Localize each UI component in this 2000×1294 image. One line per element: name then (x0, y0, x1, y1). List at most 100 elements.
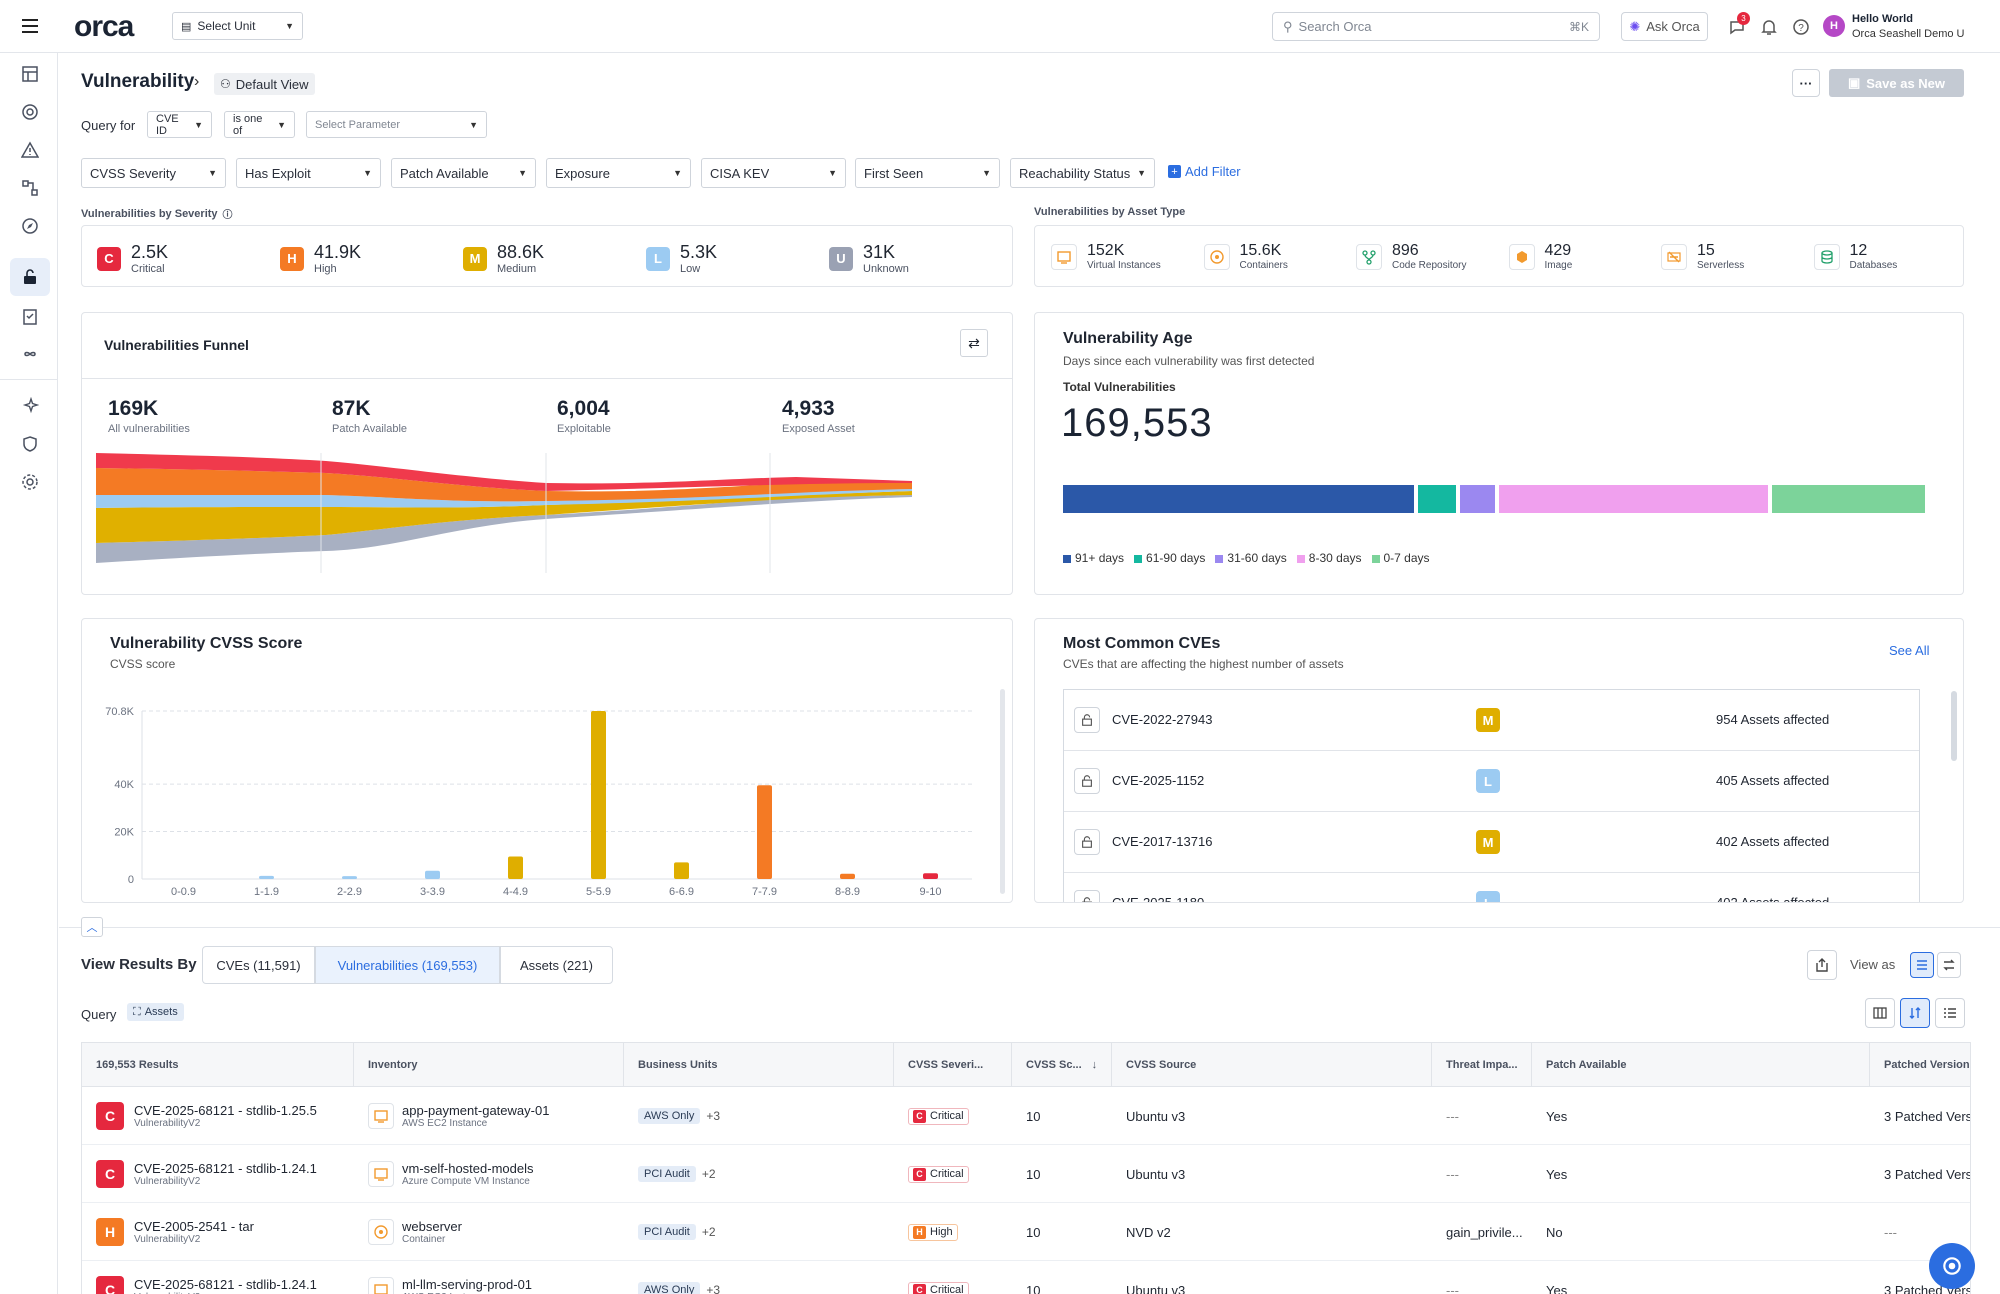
group-button[interactable] (1935, 998, 1965, 1028)
business-unit-more[interactable]: +2 (701, 1225, 716, 1239)
asset-type-stat-databases[interactable]: 12 Databases (1813, 242, 1897, 271)
query-operator-select[interactable]: is one of ▼ (224, 111, 295, 138)
chart-scrollbar[interactable] (1000, 689, 1005, 894)
column-header[interactable]: Patched Versions (1870, 1043, 1970, 1087)
age-segment-0-7-days[interactable] (1772, 485, 1925, 513)
more-options-button[interactable]: ··· (1792, 69, 1820, 97)
severity-stat-unknown[interactable]: U 31K Unknown (829, 242, 909, 275)
gear-icon[interactable] (17, 469, 43, 495)
table-row[interactable]: H CVE-2005-2541 - tar VulnerabilityV2 webse… (82, 1203, 1970, 1261)
age-legend-item[interactable]: 31-60 days (1215, 551, 1287, 565)
column-header[interactable]: CVSS Source (1112, 1043, 1432, 1087)
asset-name[interactable]: webserver (402, 1219, 462, 1234)
vuln-title[interactable]: CVE-2025-68121 - stdlib-1.25.5 (134, 1103, 317, 1118)
graph-icon[interactable] (17, 175, 43, 201)
columns-button[interactable] (1865, 998, 1895, 1028)
bar-9-10[interactable] (923, 873, 938, 879)
asset-type-stat-serverless[interactable]: 15 Serverless (1661, 242, 1744, 271)
query-chip[interactable]: ⛶ Assets (127, 1003, 184, 1021)
cve-list-item[interactable]: CVE-2017-13716 M 402 Assets affected (1064, 812, 1919, 873)
column-header[interactable]: 169,553 Results (82, 1043, 354, 1087)
filter-cvss-severity[interactable]: CVSS Severity ▼ (81, 158, 226, 188)
business-unit-tag[interactable]: AWS Only (638, 1108, 701, 1124)
column-header[interactable]: Threat Impa... (1432, 1043, 1532, 1087)
column-header[interactable]: Inventory (354, 1043, 624, 1087)
vuln-title[interactable]: CVE-2005-2541 - tar (134, 1219, 254, 1234)
clipboard-icon[interactable] (17, 303, 43, 329)
sort-button[interactable] (1900, 998, 1930, 1028)
sparkle-icon[interactable] (17, 393, 43, 419)
bar-5-5.9[interactable] (591, 711, 606, 879)
age-legend-item[interactable]: 61-90 days (1134, 551, 1205, 565)
severity-stat-high[interactable]: H 41.9K High (280, 242, 361, 275)
age-legend-item[interactable]: 0-7 days (1371, 551, 1430, 565)
bar-7-7.9[interactable] (757, 785, 772, 879)
filter-exposure[interactable]: Exposure ▼ (546, 158, 691, 188)
help-icon[interactable]: ? (1792, 18, 1810, 36)
sort-desc-icon[interactable]: ↓ (1091, 1059, 1098, 1071)
flow-view-button[interactable] (1937, 952, 1961, 978)
collapse-button[interactable]: ︿ (81, 917, 103, 937)
bar-2-2.9[interactable] (342, 876, 357, 879)
business-unit-more[interactable]: +3 (706, 1109, 721, 1123)
filter-cisa-kev[interactable]: CISA KEV ▼ (701, 158, 846, 188)
business-unit-tag[interactable]: AWS Only (638, 1282, 701, 1294)
age-legend-item[interactable]: 8-30 days (1296, 551, 1362, 565)
chat-support-button[interactable] (1929, 1243, 1975, 1289)
filter-patch-available[interactable]: Patch Available ▼ (391, 158, 536, 188)
filter-has-exploit[interactable]: Has Exploit ▼ (236, 158, 381, 188)
asset-type-stat-containers[interactable]: 15.6K Containers (1203, 242, 1288, 271)
funnel-stage[interactable]: 6,004 Exploitable (557, 397, 611, 435)
asset-type-stat-code-repository[interactable]: 896 Code Repository (1356, 242, 1466, 271)
asset-name[interactable]: app-payment-gateway-01 (402, 1103, 550, 1118)
filter-reachability-status[interactable]: Reachability Status ▼ (1010, 158, 1155, 188)
bell-icon[interactable] (1760, 18, 1778, 36)
default-view-button[interactable]: ⚇ Default View (214, 73, 315, 95)
age-segment-31-60-days[interactable] (1460, 485, 1495, 513)
asset-name[interactable]: ml-llm-serving-prod-01 (402, 1277, 533, 1292)
bar-4-4.9[interactable] (508, 856, 523, 879)
list-scrollbar[interactable] (1951, 691, 1957, 761)
filter-first-seen[interactable]: First Seen ▼ (855, 158, 1000, 188)
severity-stat-medium[interactable]: M 88.6K Medium (463, 242, 544, 275)
swap-view-button[interactable]: ⇄ (960, 329, 988, 357)
age-segment-61-90-days[interactable] (1417, 485, 1457, 513)
funnel-stage[interactable]: 4,933 Exposed Asset (782, 397, 855, 435)
target-icon[interactable] (17, 99, 43, 125)
orca-logo[interactable]: orca (74, 10, 134, 43)
age-legend-item[interactable]: 91+ days (1063, 551, 1124, 565)
results-tab[interactable]: Vulnerabilities (169,553) (315, 946, 500, 984)
column-header[interactable]: CVSS Sc... ↓ (1012, 1043, 1112, 1087)
asset-type-stat-virtual-instances[interactable]: 152K Virtual Instances (1051, 242, 1161, 271)
compass-icon[interactable] (17, 213, 43, 239)
cve-list-item[interactable]: CVE-2025-1180 L 402 Assets affected (1064, 873, 1919, 902)
save-as-new-button[interactable]: ▣ Save as New (1829, 69, 1964, 97)
funnel-stage[interactable]: 87K Patch Available (332, 397, 407, 435)
business-unit-tag[interactable]: PCI Audit (638, 1166, 696, 1182)
bar-6-6.9[interactable] (674, 862, 689, 879)
column-header[interactable]: Patch Available (1532, 1043, 1870, 1087)
asset-type-stat-image[interactable]: 429 Image (1508, 242, 1572, 271)
age-segment-8-30-days[interactable] (1498, 485, 1769, 513)
unit-select[interactable]: ▤ Select Unit ▼ (172, 12, 303, 40)
age-segment-91-days[interactable] (1063, 485, 1414, 513)
list-view-button[interactable] (1910, 952, 1934, 978)
alert-icon[interactable] (17, 137, 43, 163)
cve-list-item[interactable]: CVE-2022-27943 M 954 Assets affected (1064, 690, 1919, 751)
avatar[interactable]: H (1823, 15, 1845, 37)
vuln-title[interactable]: CVE-2025-68121 - stdlib-1.24.1 (134, 1161, 317, 1176)
asset-name[interactable]: vm-self-hosted-models (402, 1161, 534, 1176)
dashboard-icon[interactable] (17, 61, 43, 87)
query-parameter-select[interactable]: Select Parameter ▼ (306, 111, 487, 138)
severity-stat-low[interactable]: L 5.3K Low (646, 242, 717, 275)
add-filter-button[interactable]: + Add Filter (1168, 164, 1241, 179)
shield-icon[interactable] (17, 431, 43, 457)
business-unit-tag[interactable]: PCI Audit (638, 1224, 696, 1240)
table-row[interactable]: C CVE-2025-68121 - stdlib-1.25.5 Vulnerabi… (82, 1087, 1970, 1145)
export-button[interactable] (1807, 950, 1837, 980)
bar-8-8.9[interactable] (840, 873, 855, 879)
query-field-select[interactable]: CVE ID ▼ (147, 111, 212, 138)
infinity-icon[interactable] (17, 341, 43, 367)
column-header[interactable]: Business Units (624, 1043, 894, 1087)
